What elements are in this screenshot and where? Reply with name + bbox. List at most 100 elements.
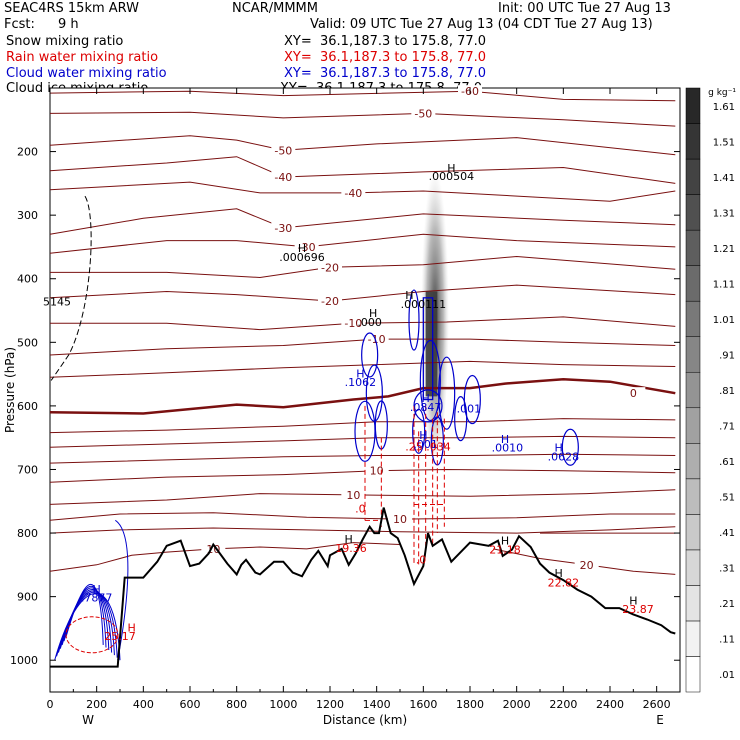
temp-label-5: -30 bbox=[274, 222, 292, 235]
colorbar-label-6: .61 bbox=[719, 457, 735, 468]
extrema-label-9: H bbox=[356, 367, 364, 380]
extrema-label-32: H bbox=[93, 583, 101, 596]
extrema-label-31: 23.87 bbox=[622, 603, 654, 616]
colorbar-cell-3 bbox=[685, 549, 701, 586]
colorbar-cell-6 bbox=[685, 443, 701, 480]
colorbar-label-2: .21 bbox=[719, 599, 735, 610]
cloud-water-blob-9 bbox=[412, 408, 426, 454]
extrema-label-16: H bbox=[555, 442, 563, 455]
x-tick-label-8: 1600 bbox=[409, 698, 437, 711]
colorbar-cell-5 bbox=[685, 478, 701, 515]
colorbar-cell-1 bbox=[685, 620, 701, 657]
temp-label-bg-10 bbox=[364, 333, 389, 347]
colorbar-label-5: .51 bbox=[719, 493, 735, 504]
x-tick-label-4: 800 bbox=[226, 698, 247, 711]
temp-label-2: -50 bbox=[274, 144, 292, 157]
temp-label-8: -20 bbox=[321, 295, 339, 308]
cloud-water-blob-4 bbox=[408, 289, 420, 351]
dashed-contour bbox=[50, 195, 92, 381]
x-tick-label-11: 2200 bbox=[549, 698, 577, 711]
temp-label-10: -10 bbox=[368, 333, 386, 346]
east-label: E bbox=[656, 713, 664, 727]
colorbar-cell-15 bbox=[685, 123, 701, 160]
ice-plume-core bbox=[425, 291, 438, 397]
temp-contour-13 bbox=[49, 418, 676, 434]
x-axis-label: Distance (km) bbox=[323, 713, 407, 727]
cloud-water-low-6 bbox=[65, 583, 104, 645]
extrema-label-35: 25.17 bbox=[104, 630, 136, 643]
x-tick-label-10: 2000 bbox=[503, 698, 531, 711]
extrema-labels: H.000504H.000696H.000111H.0005145H.1062H… bbox=[43, 162, 654, 643]
colorbar-cell-16 bbox=[685, 87, 701, 124]
colorbar-label-7: .71 bbox=[719, 422, 735, 433]
extrema-label-2: H bbox=[298, 242, 306, 255]
field-name-cloud-water: Cloud water mixing ratio bbox=[6, 66, 167, 81]
cloud-water-blob-8 bbox=[463, 374, 481, 425]
y-tick-label-0: 200 bbox=[17, 146, 38, 159]
colorbar-label-1: .11 bbox=[719, 635, 735, 646]
extrema-label-19: .001 bbox=[413, 438, 438, 451]
colorbar-label-10: 1.01 bbox=[713, 315, 735, 326]
extrema-label-12: .0847 bbox=[410, 401, 442, 414]
extrema-label-5: .000111 bbox=[401, 298, 447, 311]
colorbar-label-9: .91 bbox=[719, 350, 735, 361]
extrema-label-3: .000696 bbox=[279, 251, 325, 264]
extrema-label-33: .7877 bbox=[81, 592, 113, 605]
temp-label-bg-6 bbox=[294, 240, 319, 254]
colorbar-cell-11 bbox=[685, 265, 701, 302]
temp-label-bg-12 bbox=[621, 387, 646, 401]
extrema-label-6: H bbox=[369, 307, 377, 320]
temp-label-bg-16 bbox=[364, 464, 389, 478]
temp-label-bg-4 bbox=[341, 186, 366, 200]
forecast-hour: 9 h bbox=[58, 17, 79, 32]
temp-label-bg-18 bbox=[388, 513, 412, 527]
x-tick-label-13: 2600 bbox=[643, 698, 671, 711]
temp-label-9: -10 bbox=[344, 317, 362, 330]
terrain-line bbox=[50, 507, 676, 668]
cloud-water-blob-7 bbox=[454, 396, 468, 442]
extrema-label-14: H bbox=[501, 433, 509, 446]
extrema-label-21: .034 bbox=[426, 440, 451, 453]
temp-label-17: 10 bbox=[346, 489, 360, 502]
extrema-label-15: .0010 bbox=[492, 442, 524, 455]
colorbar-label-13: 1.31 bbox=[713, 208, 735, 219]
y-tick-label-3: 500 bbox=[17, 336, 38, 349]
field-name-snow: Snow mixing ratio bbox=[6, 34, 124, 49]
x-tick-label-6: 1200 bbox=[316, 698, 344, 711]
field-xy-snow: XY= 36.1,187.3 to 175.8, 77.0 bbox=[284, 34, 487, 49]
valid-time: Valid: 09 UTC Tue 27 Aug 13 (04 CDT Tue … bbox=[310, 17, 653, 32]
temp-label-6: -30 bbox=[298, 241, 316, 254]
extrema-label-20: .25 bbox=[405, 440, 423, 453]
temp-label-3: -40 bbox=[274, 171, 292, 184]
colorbar-label-3: .31 bbox=[719, 564, 735, 575]
extrema-label-7: .000 bbox=[357, 316, 382, 329]
colorbar-unit: g kg⁻¹ bbox=[708, 88, 736, 98]
colorbar-cell-14 bbox=[685, 158, 701, 195]
colorbar-cell-9 bbox=[685, 336, 701, 373]
temp-label-bg-5 bbox=[271, 221, 296, 235]
extrema-label-1: .000504 bbox=[429, 170, 475, 183]
extrema-label-34: H bbox=[128, 622, 136, 635]
rain-water-contours bbox=[65, 405, 445, 654]
extrema-label-26: H bbox=[501, 534, 509, 547]
temp-contour-18 bbox=[49, 512, 676, 521]
west-label: W bbox=[82, 713, 94, 727]
temp-contour-1 bbox=[49, 111, 676, 127]
x-tick-label-0: 0 bbox=[47, 698, 54, 711]
temp-label-bg-9 bbox=[341, 317, 366, 331]
y-tick-label-1: 300 bbox=[17, 209, 38, 222]
extrema-label-8: 5145 bbox=[43, 295, 71, 308]
plot-area bbox=[49, 87, 681, 693]
x-tick-label-5: 1000 bbox=[269, 698, 297, 711]
extrema-label-25: .0 bbox=[416, 554, 427, 567]
temp-label-12: 0 bbox=[630, 387, 637, 400]
temp-label-bg-21 bbox=[574, 558, 599, 572]
extrema-label-22: .0 bbox=[355, 503, 366, 516]
x-tick-label-2: 400 bbox=[133, 698, 154, 711]
field-xy-cloud-water: XY= 36.1,187.3 to 175.8, 77.0 bbox=[284, 66, 487, 81]
temp-label-21: 20 bbox=[580, 559, 594, 572]
extrema-label-10: .1062 bbox=[345, 376, 377, 389]
extrema-label-11: H bbox=[422, 392, 430, 405]
colorbar-cell-2 bbox=[685, 585, 701, 622]
cloud-water-edge bbox=[115, 519, 129, 661]
